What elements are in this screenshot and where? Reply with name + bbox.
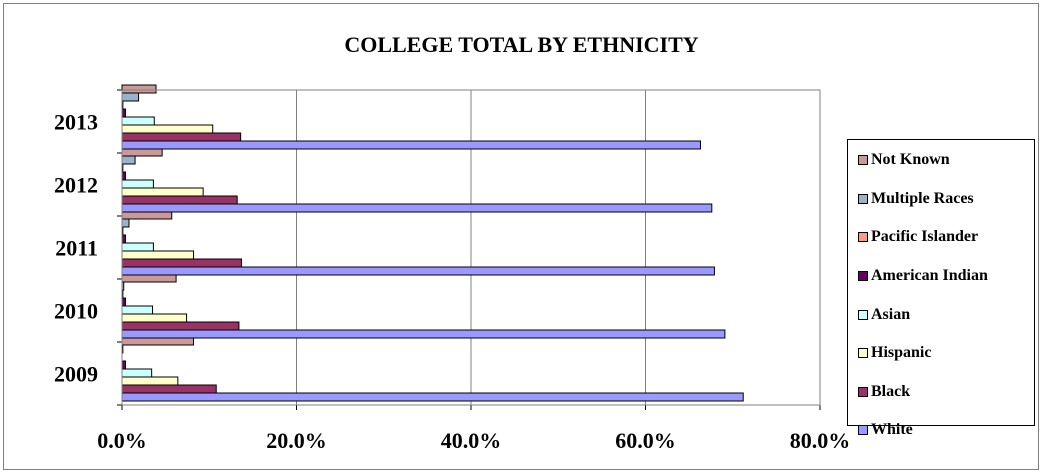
- legend-label: Hispanic: [871, 344, 932, 362]
- bar-not-known-2013: [121, 84, 157, 94]
- legend-label: Multiple Races: [871, 189, 974, 207]
- legend-item: Asian: [858, 295, 1034, 334]
- legend: Not Known Multiple Races Pacific Islander A…: [847, 139, 1035, 438]
- legend-label: American Indian: [871, 267, 988, 285]
- legend-swatch: [858, 309, 868, 320]
- bar-asian-2009: [121, 368, 153, 378]
- bar-asian-2010: [121, 305, 154, 315]
- bar-american-indian-2011: [121, 234, 126, 244]
- bar-asian-2011: [121, 242, 154, 252]
- bar-asian-2013: [121, 116, 155, 126]
- x-tick-label: 0.0%: [97, 428, 147, 453]
- plot-border: [121, 89, 821, 406]
- y-tick-label: 2011: [55, 236, 98, 261]
- legend-item: Not Known: [858, 141, 1034, 180]
- bar-hispanic-2013: [121, 124, 214, 134]
- bar-black-2009: [121, 384, 217, 394]
- legend-item: Hispanic: [858, 334, 1034, 373]
- bar-american-indian-2012: [121, 171, 126, 181]
- bar-asian-2012: [121, 179, 154, 189]
- bar-white-2009: [121, 392, 744, 402]
- legend-label: White: [871, 421, 913, 439]
- x-tick-label: 40.0%: [441, 428, 502, 453]
- bar-multiple-races-2013: [121, 92, 140, 102]
- legend-swatch: [858, 271, 868, 282]
- legend-item: American Indian: [858, 257, 1034, 296]
- bar-american-indian-2010: [121, 297, 126, 307]
- chart-title: COLLEGE TOTAL BY ETHNICITY: [344, 32, 699, 57]
- legend-label: Black: [871, 382, 911, 400]
- legend-swatch: [858, 348, 868, 359]
- bar-black-2011: [121, 258, 243, 268]
- legend-item: Multiple Races: [858, 180, 1034, 219]
- bar-black-2013: [121, 132, 242, 142]
- bar-black-2010: [121, 321, 240, 331]
- x-tick-label: 20.0%: [266, 428, 327, 453]
- bar-white-2013: [121, 140, 701, 150]
- bar-black-2012: [121, 195, 238, 205]
- x-tick-label: 60.0%: [615, 428, 676, 453]
- bar-white-2012: [121, 203, 713, 213]
- y-tick-label: 2010: [54, 299, 98, 324]
- legend-item: Pacific Islander: [858, 218, 1034, 257]
- bar-hispanic-2011: [121, 250, 195, 260]
- y-tick-label: 2009: [54, 362, 98, 387]
- bar-white-2010: [121, 329, 726, 339]
- bar-american-indian-2009: [121, 360, 126, 370]
- bar-multiple-races-2012: [121, 155, 136, 165]
- legend-swatch: [858, 425, 868, 436]
- bar-multiple-races-2011: [121, 218, 130, 228]
- x-tick-label: 80.0%: [790, 428, 851, 453]
- legend-swatch: [858, 155, 868, 166]
- bar-white-2011: [121, 266, 715, 276]
- legend-swatch: [858, 232, 868, 243]
- bar-hispanic-2012: [121, 187, 204, 197]
- bar-american-indian-2013: [121, 108, 126, 118]
- y-tick-label: 2012: [54, 173, 98, 198]
- legend-label: Pacific Islander: [871, 228, 979, 246]
- legend-swatch: [858, 386, 868, 397]
- legend-label: Not Known: [871, 151, 950, 169]
- bar-hispanic-2010: [121, 313, 188, 323]
- legend-item: Black: [858, 373, 1034, 412]
- y-tick-label: 2013: [54, 110, 98, 135]
- bar-hispanic-2009: [121, 376, 179, 386]
- legend-label: Asian: [871, 305, 911, 323]
- legend-item: White: [858, 411, 1034, 450]
- legend-swatch: [858, 193, 868, 204]
